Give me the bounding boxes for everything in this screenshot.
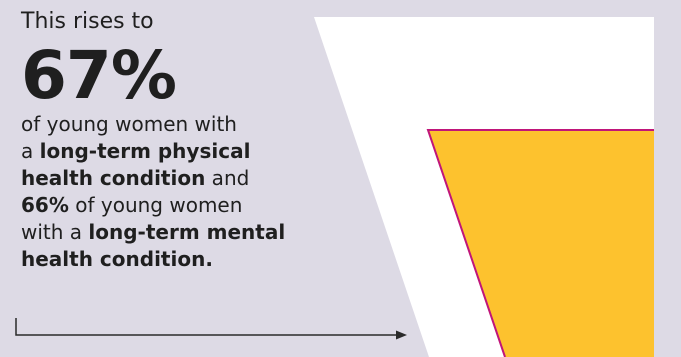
stat-description: of young women with a long-term physical…	[21, 111, 351, 273]
description-line: of young women with	[21, 112, 237, 136]
funnel-fill-outline	[426, 129, 654, 357]
connector-line	[15, 318, 396, 336]
stat-text-block: This rises to 67% of young women with a …	[21, 7, 351, 273]
description-line: health condition and	[21, 166, 250, 190]
arrow-head-icon	[396, 330, 407, 340]
description-line: with a long-term mental	[21, 220, 286, 244]
intro-text: This rises to	[21, 9, 154, 34]
description-line: a long-term physical	[21, 139, 251, 163]
description-line: 66% of young women	[21, 193, 243, 217]
description-line: health condition.	[21, 247, 213, 271]
big-stat: 67%	[21, 37, 177, 114]
funnel-fill	[428, 130, 654, 357]
